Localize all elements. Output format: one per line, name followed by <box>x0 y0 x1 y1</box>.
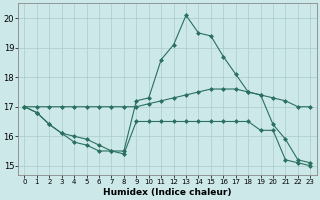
X-axis label: Humidex (Indice chaleur): Humidex (Indice chaleur) <box>103 188 232 197</box>
